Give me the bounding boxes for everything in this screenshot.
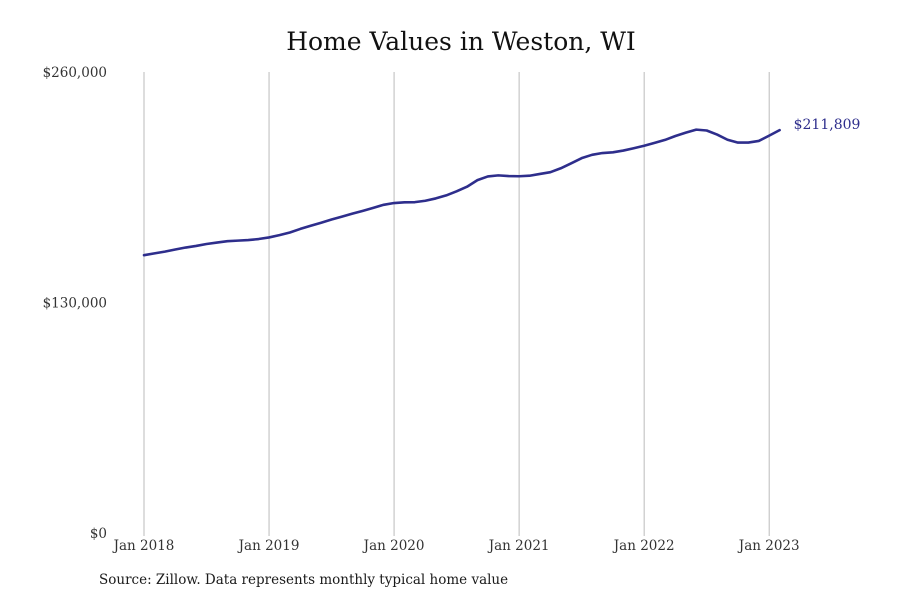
data-point — [632, 147, 635, 150]
data-point — [351, 212, 354, 215]
data-point — [653, 142, 656, 145]
chart-title: Home Values in Weston, WI — [286, 27, 636, 56]
data-point — [539, 173, 542, 176]
data-point — [143, 254, 146, 257]
data-point — [528, 174, 531, 177]
data-point — [716, 133, 719, 136]
data-point — [518, 175, 521, 178]
data-point — [726, 138, 729, 141]
x-tick-label: Jan 2023 — [737, 538, 800, 554]
data-point — [757, 140, 760, 143]
series-line — [142, 128, 781, 257]
data-point — [226, 240, 229, 243]
x-tick-label: Jan 2021 — [487, 538, 550, 554]
data-point — [403, 201, 406, 204]
data-point — [664, 139, 667, 142]
data-point — [184, 246, 187, 249]
data-point — [778, 129, 781, 132]
data-point — [705, 129, 708, 132]
data-point — [382, 204, 385, 207]
data-point — [737, 141, 740, 144]
data-point — [362, 210, 365, 213]
data-point — [466, 185, 469, 188]
data-point — [612, 151, 615, 154]
data-point — [330, 218, 333, 221]
data-point — [622, 149, 625, 152]
data-point — [434, 197, 437, 200]
data-point — [257, 238, 260, 241]
data-point — [570, 162, 573, 165]
y-axis-tick-labels: $0 $130,000 $260,000 — [43, 65, 107, 542]
data-point — [299, 228, 302, 231]
data-point — [236, 239, 239, 242]
data-point — [601, 152, 604, 155]
data-point — [278, 234, 281, 237]
data-point — [174, 248, 177, 251]
data-point — [580, 157, 583, 160]
data-point — [695, 128, 698, 131]
data-point — [685, 131, 688, 134]
data-point — [205, 243, 208, 246]
data-point — [216, 241, 219, 244]
data-point — [320, 221, 323, 224]
data-point — [164, 250, 167, 253]
y-tick-label: $0 — [90, 526, 107, 542]
data-point — [424, 199, 427, 202]
data-point — [195, 245, 198, 248]
data-point — [268, 236, 271, 239]
data-point — [507, 175, 510, 178]
end-value-label: $211,809 — [794, 117, 861, 133]
data-point — [560, 167, 563, 170]
y-tick-label: $260,000 — [43, 65, 107, 81]
x-tick-label: Jan 2020 — [362, 538, 425, 554]
data-point — [549, 171, 552, 174]
data-point — [643, 144, 646, 147]
x-axis-tick-labels: Jan 2018 Jan 2019 Jan 2020 Jan 2021 Jan 2022… — [112, 538, 800, 554]
data-point — [393, 202, 396, 205]
data-point — [341, 215, 344, 218]
series-layer — [142, 128, 781, 257]
data-point — [153, 252, 156, 255]
data-point — [309, 224, 312, 227]
data-point — [476, 179, 479, 182]
x-tick-label: Jan 2018 — [112, 538, 175, 554]
data-point — [591, 154, 594, 157]
data-point — [414, 201, 417, 204]
data-point — [455, 190, 458, 193]
data-point — [445, 194, 448, 197]
data-point — [487, 175, 490, 178]
data-point — [747, 141, 750, 144]
source-note: Source: Zillow. Data represents monthly … — [99, 572, 509, 588]
data-point — [247, 239, 250, 242]
data-point — [289, 231, 292, 234]
end-label-layer: $211,809 — [794, 117, 861, 133]
data-point — [497, 174, 500, 177]
data-point — [372, 207, 375, 210]
x-tick-label: Jan 2019 — [237, 538, 300, 554]
data-point — [674, 135, 677, 138]
grid-lines — [143, 72, 770, 536]
y-tick-label: $130,000 — [43, 296, 107, 312]
x-tick-label: Jan 2022 — [612, 538, 675, 554]
data-point — [768, 134, 771, 137]
